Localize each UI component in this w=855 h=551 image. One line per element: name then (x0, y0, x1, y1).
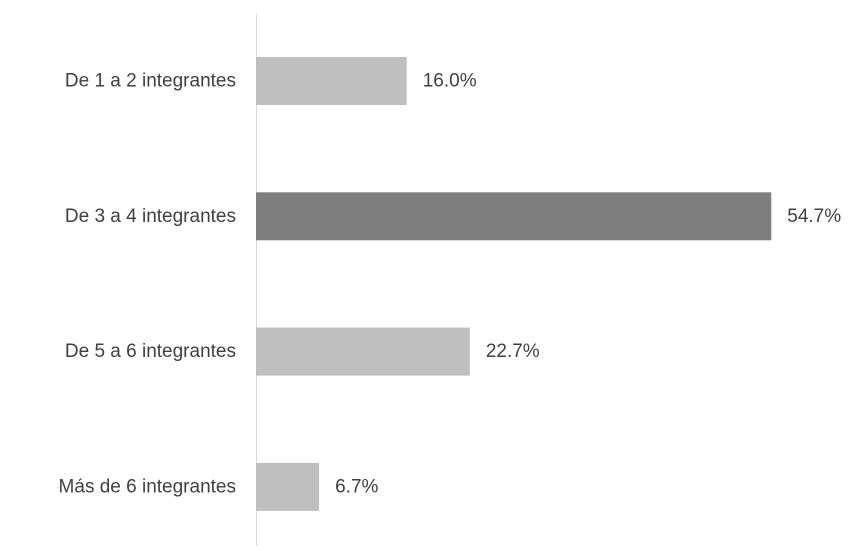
value-label-3: 22.7% (486, 341, 540, 362)
category-label-1: De 1 a 2 integrantes (65, 71, 236, 92)
value-label-4: 6.7% (335, 476, 378, 497)
bar-3 (256, 327, 470, 376)
bar-1 (256, 57, 407, 105)
value-label-1: 16.0% (423, 71, 477, 92)
bars-group (256, 57, 772, 511)
category-label-3: De 5 a 6 integrantes (65, 341, 236, 362)
value-label-2: 54.7% (787, 206, 841, 227)
category-label-4: Más de 6 integrantes (59, 476, 236, 497)
category-labels-group: De 1 a 2 integrantes De 3 a 4 integrantes… (59, 71, 236, 498)
bar-4 (256, 462, 320, 511)
bar-2 (256, 192, 772, 241)
value-labels-group: 16.0% 54.7% 22.7% 6.7% (335, 71, 841, 498)
category-label-2: De 3 a 4 integrantes (65, 206, 236, 227)
